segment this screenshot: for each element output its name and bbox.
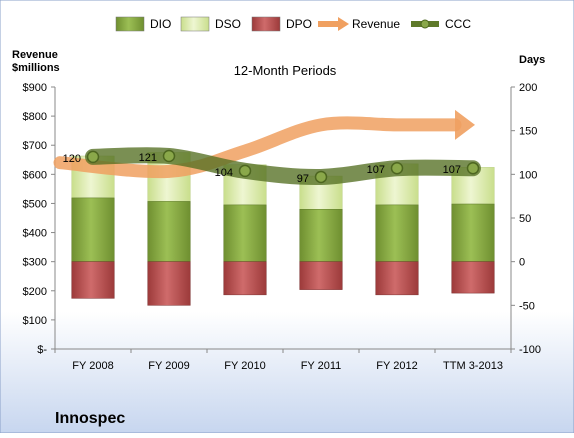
y-left-tick-label: $900 xyxy=(23,82,47,94)
ccc-data-label: 107 xyxy=(367,164,385,176)
legend-label-dio: DIO xyxy=(150,17,171,31)
revenue-arrowhead xyxy=(455,109,475,140)
ccc-marker xyxy=(466,161,480,175)
ccc-data-label: 120 xyxy=(63,153,81,165)
y-right-tick-label: 100 xyxy=(519,169,537,181)
chart-title: 12-Month Periods xyxy=(234,63,337,78)
y-left-tick-label: $- xyxy=(37,344,47,356)
y-left-tick-label: $200 xyxy=(23,286,47,298)
legend-label-dso: DSO xyxy=(215,17,241,31)
ccc-marker xyxy=(238,164,252,178)
x-tick-label: FY 2008 xyxy=(72,360,113,372)
x-tick-label: FY 2012 xyxy=(376,360,417,372)
y-right-tick-label: 50 xyxy=(519,213,531,225)
y-left-label-line2: $millions xyxy=(12,62,60,74)
x-tick-label: FY 2011 xyxy=(301,360,342,372)
y-left-tick-label: $500 xyxy=(23,198,47,210)
ccc-line xyxy=(85,147,481,185)
dpo-bar xyxy=(223,261,267,296)
legend-label-ccc: CCC xyxy=(445,17,471,31)
legend-label-dpo: DPO xyxy=(286,17,312,31)
ccc-data-label: 97 xyxy=(297,173,309,185)
dpo-bar xyxy=(375,261,419,296)
legend-arrowhead-revenue xyxy=(338,17,349,31)
dio-bar xyxy=(375,204,419,262)
y-left-tick-label: $300 xyxy=(23,257,47,269)
dpo-bar xyxy=(147,261,191,306)
legend-label-revenue: Revenue xyxy=(352,17,400,31)
dio-bar xyxy=(71,197,115,262)
company-name: Innospec xyxy=(55,410,125,427)
y-left-tick-label: $700 xyxy=(23,140,47,152)
dio-bar xyxy=(299,209,343,262)
ccc-data-label: 104 xyxy=(215,167,233,179)
y-left-tick-label: $800 xyxy=(23,111,47,123)
legend-marker-ccc xyxy=(420,19,430,29)
y-left-tick-label: $600 xyxy=(23,169,47,181)
dpo-bar xyxy=(451,261,495,294)
ccc-marker xyxy=(314,170,328,184)
y-right-tick-label: 0 xyxy=(519,257,525,269)
legend: DIO DSO DPO Revenue CCC xyxy=(115,16,471,32)
axes: $- $100 $200 $300 $400 $500 $600 $700 $800 $900 -1… xyxy=(23,82,542,372)
y-right-tick-label: -50 xyxy=(519,300,535,312)
legend-swatch-dso xyxy=(180,16,210,32)
y-right-tick-label: 150 xyxy=(519,126,537,138)
ccc-marker xyxy=(390,161,404,175)
legend-swatch-dio xyxy=(115,16,145,32)
dpo-bar xyxy=(71,261,115,299)
y-right-tick-label: -100 xyxy=(519,344,541,356)
y-left-tick-label: $100 xyxy=(23,315,47,327)
x-tick-label: TTM 3-2013 xyxy=(443,360,503,372)
y-right-label: Days xyxy=(519,54,545,66)
ccc-data-label: 107 xyxy=(443,164,461,176)
dio-bar xyxy=(147,201,191,262)
revenue-line xyxy=(53,116,462,179)
dio-bar xyxy=(223,204,267,262)
dio-bar xyxy=(451,203,495,262)
dpo-bar xyxy=(299,261,343,290)
ccc-data-label: 121 xyxy=(139,152,157,164)
ccc-marker xyxy=(162,149,176,163)
y-right-tick-label: 200 xyxy=(519,82,537,94)
y-left-tick-label: $400 xyxy=(23,228,47,240)
x-tick-label: FY 2010 xyxy=(224,360,265,372)
legend-swatch-dpo xyxy=(251,16,281,32)
x-tick-label: FY 2009 xyxy=(148,360,189,372)
ccc-marker xyxy=(86,150,100,164)
y-left-label-line1: Revenue xyxy=(12,49,58,61)
lines: 120 121 104 97 107 107 xyxy=(53,109,481,185)
